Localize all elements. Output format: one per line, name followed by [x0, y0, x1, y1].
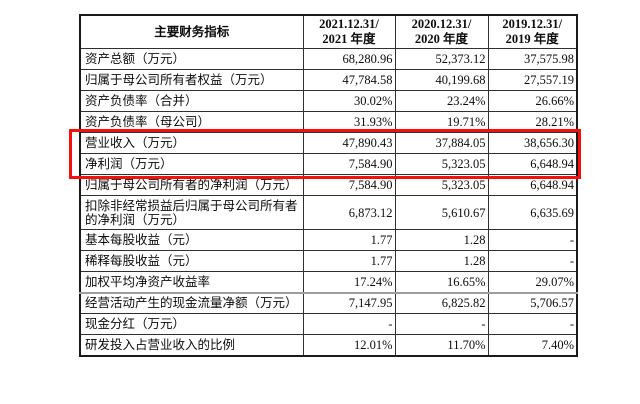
- row-label: 现金分红（万元）: [79, 313, 304, 335]
- table-row: 资产负债率（母公司） 31.93% 19.71% 28.21%: [79, 111, 578, 133]
- row-label: 净利润（万元）: [79, 153, 304, 175]
- cell-value-2021: 7,584.90: [302, 174, 396, 196]
- row-label: 稀释每股收益（元）: [79, 250, 304, 272]
- cell-value-2019: 37,575.98: [487, 48, 578, 70]
- table-row: 研发投入占营业收入的比例 12.01% 11.70% 7.40%: [79, 334, 578, 356]
- period-date: 2019.12.31/: [502, 17, 563, 31]
- cell-value-2020: 19.71%: [394, 111, 489, 133]
- cell-value-2019: 27,557.19: [487, 69, 578, 91]
- cell-value-2019: -: [487, 250, 578, 272]
- period-date: 2020.12.31/: [411, 17, 472, 31]
- cell-value-2019: 6,648.94: [487, 174, 578, 196]
- column-header-period-2021: 2021.12.31/ 2021 年度: [302, 14, 396, 49]
- cell-value-2021: 47,890.43: [302, 132, 396, 154]
- cell-value-2021: 1.77: [302, 229, 396, 251]
- period-year: 2021 年度: [322, 32, 376, 46]
- cell-value-2019: 28.21%: [487, 111, 578, 133]
- cell-value-2020: 1.28: [394, 250, 489, 272]
- cell-value-2019: 7.40%: [487, 334, 578, 356]
- period-year: 2020 年度: [414, 32, 469, 46]
- cell-value-2019: 6,635.69: [487, 195, 578, 230]
- row-label: 营业收入（万元）: [79, 132, 304, 154]
- cell-value-2019: -: [487, 229, 578, 251]
- row-label: 扣除非经常损益后归属于母公司所有者的净利润（万元）: [79, 195, 304, 230]
- table-row: 资产总额（万元） 68,280.96 52,373.12 37,575.98: [79, 48, 578, 70]
- cell-value-2020: 52,373.12: [394, 48, 489, 70]
- table-row: 稀释每股收益（元） 1.77 1.28 -: [79, 250, 578, 272]
- cell-value-2019: 6,648.94: [487, 153, 578, 175]
- row-label: 资产负债率（母公司）: [79, 111, 304, 133]
- row-label: 归属于母公司所有者的净利润（万元）: [79, 174, 304, 196]
- row-label: 归属于母公司所有者权益（万元）: [79, 69, 304, 91]
- cell-value-2020: 1.28: [394, 229, 489, 251]
- table-header-row: 主要财务指标 2021.12.31/ 2021 年度 2020.12.31/ 2…: [79, 14, 578, 49]
- column-header-period-2020: 2020.12.31/ 2020 年度: [394, 14, 489, 49]
- cell-value-2021: -: [302, 313, 396, 335]
- table-row: 归属于母公司所有者权益（万元） 47,784.58 40,199.68 27,5…: [79, 69, 578, 91]
- cell-value-2021: 17.24%: [302, 271, 396, 293]
- cell-value-2020: 5,323.05: [394, 174, 489, 196]
- cell-value-2021: 30.02%: [302, 90, 396, 112]
- cell-value-2019: 26.66%: [487, 90, 578, 112]
- cell-value-2021: 6,873.12: [302, 195, 396, 230]
- cell-value-2020: 37,884.05: [394, 132, 489, 154]
- cell-value-2020: -: [394, 313, 489, 335]
- row-label: 加权平均净资产收益率: [79, 271, 304, 293]
- cell-value-2019: 38,656.30: [487, 132, 578, 154]
- table-row: 经营活动产生的现金流量净额（万元） 7,147.95 6,825.82 5,70…: [79, 291, 578, 314]
- cell-value-2021: 12.01%: [302, 334, 396, 356]
- row-label: 基本每股收益（元）: [79, 229, 304, 251]
- row-label: 研发投入占营业收入的比例: [79, 334, 304, 356]
- cell-value-2021: 1.77: [302, 250, 396, 272]
- table-row: 归属于母公司所有者的净利润（万元） 7,584.90 5,323.05 6,64…: [79, 174, 578, 196]
- table-row: 现金分红（万元） - - -: [79, 313, 578, 335]
- cell-value-2019: 29.07%: [487, 271, 578, 293]
- table-row: 基本每股收益（元） 1.77 1.28 -: [79, 229, 578, 251]
- cell-value-2020: 40,199.68: [394, 69, 489, 91]
- financial-indicators-table: 主要财务指标 2021.12.31/ 2021 年度 2020.12.31/ 2…: [79, 14, 578, 357]
- period-year: 2019 年度: [505, 32, 559, 46]
- cell-value-2021: 68,280.96: [302, 48, 396, 70]
- cell-value-2021: 31.93%: [302, 111, 396, 133]
- row-label: 资产总额（万元）: [79, 48, 304, 70]
- row-label: 经营活动产生的现金流量净额（万元）: [79, 291, 304, 314]
- cell-value-2020: 6,825.82: [394, 291, 489, 314]
- cell-value-2019: -: [487, 313, 578, 335]
- period-date: 2021.12.31/: [319, 17, 379, 31]
- cell-value-2020: 5,323.05: [394, 153, 489, 175]
- table-body: 资产总额（万元） 68,280.96 52,373.12 37,575.98 归…: [79, 48, 578, 356]
- table-row: 资产负债率（合并） 30.02% 23.24% 26.66%: [79, 90, 578, 112]
- row-label: 资产负债率（合并）: [79, 90, 304, 112]
- cell-value-2019: 5,706.57: [487, 291, 578, 314]
- cell-value-2021: 7,584.90: [302, 153, 396, 175]
- column-header-indicator: 主要财务指标: [79, 14, 304, 49]
- cell-value-2020: 11.70%: [394, 334, 489, 356]
- table-row: 净利润（万元） 7,584.90 5,323.05 6,648.94: [79, 153, 578, 175]
- cell-value-2021: 7,147.95: [302, 291, 396, 314]
- cell-value-2020: 23.24%: [394, 90, 489, 112]
- cell-value-2021: 47,784.58: [302, 69, 396, 91]
- cell-value-2020: 5,610.67: [394, 195, 489, 230]
- column-header-period-2019: 2019.12.31/ 2019 年度: [487, 14, 578, 49]
- table-row: 加权平均净资产收益率 17.24% 16.65% 29.07%: [79, 271, 578, 293]
- table-row: 扣除非经常损益后归属于母公司所有者的净利润（万元） 6,873.12 5,610…: [79, 195, 578, 230]
- table-row: 营业收入（万元） 47,890.43 37,884.05 38,656.30: [79, 132, 578, 154]
- cell-value-2020: 16.65%: [394, 271, 489, 293]
